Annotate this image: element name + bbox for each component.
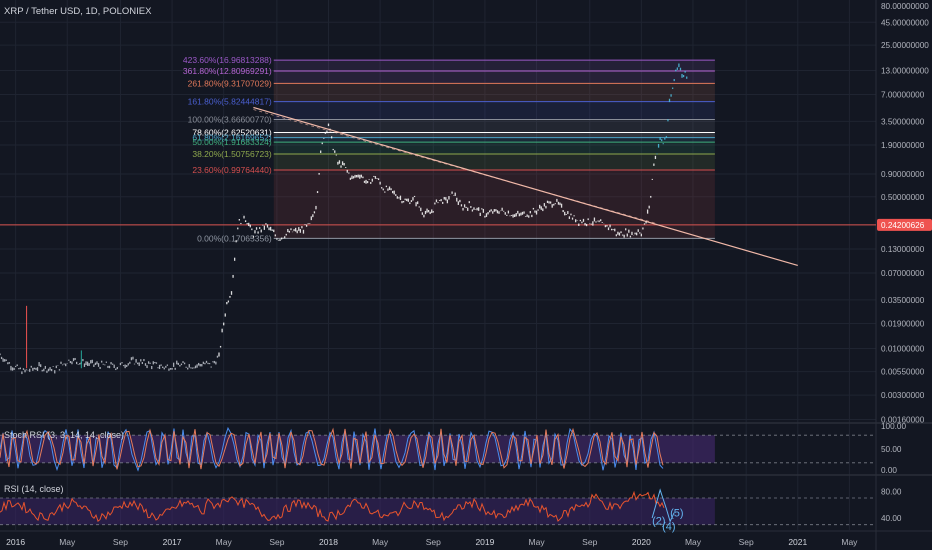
fib-level-label: 161.80%(5.82444817) [188,97,272,107]
time-axis-label: Sep [113,537,128,547]
time-axis-label: 2018 [319,537,338,547]
price-axis-label: 1.90000000 [881,141,925,150]
time-axis-label: May [372,537,389,547]
price-axis-label: 0.00550000 [881,368,925,377]
stoch-rsi-title: Stoch RSI (3, 3, 14, 14, close) [4,430,124,440]
rsi-title: RSI (14, close) [4,484,64,494]
trend-line-dashed [253,109,658,225]
time-axis-label: May [529,537,546,547]
wave-label-2: (2) [652,516,665,528]
fib-zone [273,169,715,239]
fib-level-label: 61.80%(2.16169652) [192,133,272,143]
fib-level-label: 38.20%(1.50756723) [192,149,272,159]
symbol-title: XRP / Tether USD, 1D, POLONIEX [4,6,152,17]
price-axis-label: 45.00000000 [881,18,929,27]
price-axis-label: 0.00300000 [881,391,925,400]
rsi-line [0,490,665,523]
price-axis-label: 0.01000000 [881,344,925,353]
time-axis-label: May [216,537,233,547]
time-axis-label: 2017 [163,537,182,547]
price-plot[interactable] [0,63,876,375]
fib-zone [273,142,715,154]
last-price-label: 0.24200626 [881,221,925,230]
stoch-d-line [0,427,664,470]
price-axis-label: 80.00000000 [881,2,929,11]
fib-zone [273,71,715,84]
fib-level-label: 361.80%(12.80969291) [183,66,272,76]
price-axis-label: 0.03500000 [881,296,925,305]
fib-level-label: 423.60%(16.96813288) [183,55,272,65]
price-axis-label: 0.50000000 [881,193,925,202]
fib-level-label: 78.60%(2.62520631) [192,127,272,137]
price-axis-label: 25.00000000 [881,41,929,50]
rsi-axis-label: 40.00 [881,514,902,523]
stoch-axis-label: 50.00 [881,445,902,454]
fib-level-label: 100.00%(3.66600770) [188,115,272,125]
time-axis-label: 2020 [632,537,651,547]
fib-level-label: 50.00%(1.91683324) [192,137,272,147]
price-axis-label: 0.13000000 [881,245,925,254]
stoch-axis-label: 0.00 [881,466,897,475]
price-axis-label: 7.00000000 [881,90,925,99]
time-axis-label: May [685,537,702,547]
price-axis-label: 0.90000000 [881,170,925,179]
time-axis-label: 2019 [475,537,494,547]
price-axis-label: 0.01900000 [881,320,925,329]
fib-zone [273,101,715,120]
fib-zone [273,60,715,72]
price-axis[interactable]: 80.00000000 45.00000000 25.00000000 13.0000… [877,2,932,523]
price-axis-label: 13.00000000 [881,66,929,75]
fib-zone [273,83,715,102]
last-price-badge[interactable] [877,218,932,231]
wave-label-4: (4) [662,521,675,533]
fibonacci-extension: 423.60%(16.96813288)361.80%(12.80969291)… [183,55,715,243]
time-axis-label: Sep [426,537,441,547]
price-axis-label: 3.50000000 [881,117,925,126]
time-axis-label: May [841,537,858,547]
wave-path [651,488,675,523]
time-axis-label: 2016 [6,537,25,547]
price-axis-label: 0.00160000 [881,415,925,424]
stoch-k-line [0,426,664,472]
fib-level-label: 23.60%(0.99764440) [192,165,272,175]
time-axis[interactable]: 2016 May Sep 2017 May Sep 2018 May Sep 2019 May Sep… [6,537,858,547]
time-axis-label: Sep [739,537,754,547]
rsi-axis-label: 80.00 [881,487,902,496]
fib-zone [273,119,715,133]
wave-label-5: (5) [670,508,683,520]
fib-level-label: 0.00%(0.17065356) [197,233,272,243]
stoch-rsi-pane[interactable] [0,426,876,472]
price-axis-label: 0.07000000 [881,269,925,278]
fib-zone [273,137,715,143]
fib-zone [273,153,715,170]
rsi-pane[interactable]: (2)(4)(5) [0,488,876,533]
time-axis-label: May [59,537,76,547]
time-axis-label: 2021 [788,537,807,547]
time-axis-label: Sep [269,537,284,547]
fib-zone [273,132,715,138]
time-axis-label: Sep [582,537,597,547]
stoch-axis-label: 100.00 [881,422,906,431]
fib-level-label: 261.80%(9.31707029) [188,78,272,88]
